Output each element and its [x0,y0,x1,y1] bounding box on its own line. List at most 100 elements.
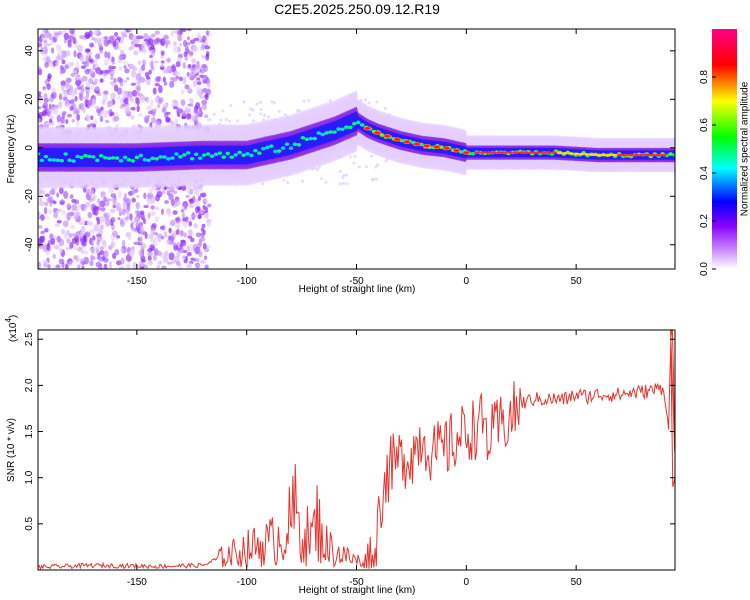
spectrogram-noise-cell [158,85,163,94]
spectrogram-noise-cell [167,261,173,265]
spectrogram-noise-cell [384,159,388,163]
spectrogram-peak [589,153,596,157]
spectrogram-noise-cell [160,55,164,59]
spectrogram-ridge-core [166,157,171,161]
spectrogram-noise-cell [159,225,165,230]
spectrogram-noise-cell [50,187,56,196]
spectrogram-noise-cell [45,43,52,47]
spectrogram-x-tick-label: -150 [127,276,147,287]
spectrogram-noise-cell [235,119,239,123]
spectrogram-noise-cell [66,202,71,209]
spectrogram-noise-cell [100,193,105,199]
spectrogram-noise-cell [53,211,59,219]
spectrogram-noise-cell [152,254,157,261]
spectrogram-noise-cell [112,230,118,237]
spectrogram-noise-cell [168,252,175,261]
spectrogram-ridge-core [284,142,290,147]
spectrogram-ridge-core [352,121,357,126]
spectrogram-noise-cell [179,248,184,253]
spectrogram-ridge-core [340,127,345,132]
spectrogram-noise-cell [206,221,211,228]
spectrogram-noise-cell [202,75,207,81]
spectrogram-noise-cell [143,33,149,41]
spectrogram-noise-cell [77,264,81,269]
spectrogram-noise-cell [181,212,185,219]
spectrogram-peak [423,144,430,148]
spectrogram-noise-cell [100,206,106,212]
spectrogram-noise-cell [146,115,151,119]
spectrogram-noise-cell [38,261,42,269]
spectrogram-ridge-core [379,133,385,137]
spectrogram-noise-cell [204,211,209,219]
spectrogram-noise-cell [61,228,66,235]
spectrogram-ridge-core [312,136,318,141]
spectrogram-ridge-core [43,154,49,159]
spectrogram-peak [485,151,492,154]
spectrogram-ridge-core [257,151,262,155]
spectrogram-noise-cell [171,64,176,70]
spectrogram-noise-cell [58,101,63,109]
spectrogram-ridge-core [87,154,92,159]
snr-x-label: Height of straight line (km) [299,585,416,596]
spectrogram-noise-cell [148,233,154,239]
spectrogram-noise-cell [193,223,198,229]
spectrogram-noise-cell [55,209,61,214]
spectrogram-noise-cell [89,229,96,234]
spectrogram-noise-cell [186,245,190,252]
spectrogram-noise-cell [70,224,75,230]
spectrogram-noise-cell [357,165,361,169]
spectrogram-noise-cell [131,197,136,203]
snr-series-line [38,330,675,570]
spectrogram-noise-cell [152,107,158,112]
spectrogram-ridge-core [272,149,278,154]
spectrogram-noise-cell [195,87,202,96]
spectrogram-peak [661,153,668,157]
spectrogram-ridge-core [146,158,152,163]
spectrogram-noise-cell [168,227,172,234]
spectrogram-ridge-core [98,154,104,158]
spectrogram-noise-cell [149,244,155,251]
spectrogram-noise-cell [200,227,205,232]
spectrogram-noise-cell [121,239,126,248]
spectrogram-ridge-core [158,155,163,159]
spectrogram-noise-cell [150,43,155,50]
spectrogram-noise-cell [186,29,192,32]
spectrogram-noise-cell [204,93,209,101]
spectrogram-noise-cell [56,235,61,243]
spectrogram-noise-cell [103,36,109,40]
spectrogram-noise-cell [135,201,140,210]
spectrogram-noise-cell [87,211,93,219]
spectrogram-noise-cell [342,181,346,185]
spectrogram-noise-cell [65,119,69,124]
spectrogram-noise-cell [71,204,77,212]
spectrogram-ridge-core [174,152,179,156]
colorbar-tick-label: 0.0 [699,262,710,276]
spectrogram-noise-cell [42,86,47,90]
spectrogram-noise-cell [50,93,55,99]
spectrogram-noise-cell [60,84,65,92]
spectrogram-noise-cell [172,242,177,247]
spectrogram-noise-cell [79,258,86,262]
spectrogram-noise-cell [272,101,276,105]
spectrogram-ridge-core [170,156,175,160]
spectrogram-noise-cell [176,250,181,258]
spectrogram-noise-cell [154,83,160,87]
spectrogram-noise-cell [150,210,156,217]
spectrogram-ridge-core [38,152,41,156]
spectrogram-peak [394,138,401,141]
spectrogram-noise-cell [139,210,145,215]
spectrogram-noise-cell [375,100,379,104]
spectrogram-noise-cell [165,42,169,48]
spectrogram-noise-cell [49,97,54,103]
spectrogram-noise-cell [316,168,320,172]
spectrogram-noise-cell [139,76,146,83]
spectrogram-noise-cell [192,79,197,87]
spectrogram-peak [650,153,657,157]
spectrogram-noise-cell [63,91,69,98]
snr-exponent-close: ) [8,315,19,318]
spectrogram-noise-cell [163,81,168,86]
spectrogram-noise-cell [50,237,56,246]
spectrogram-noise-cell [108,261,113,269]
spectrogram-noise-cell [99,50,103,54]
spectrogram-noise-cell [89,122,94,128]
